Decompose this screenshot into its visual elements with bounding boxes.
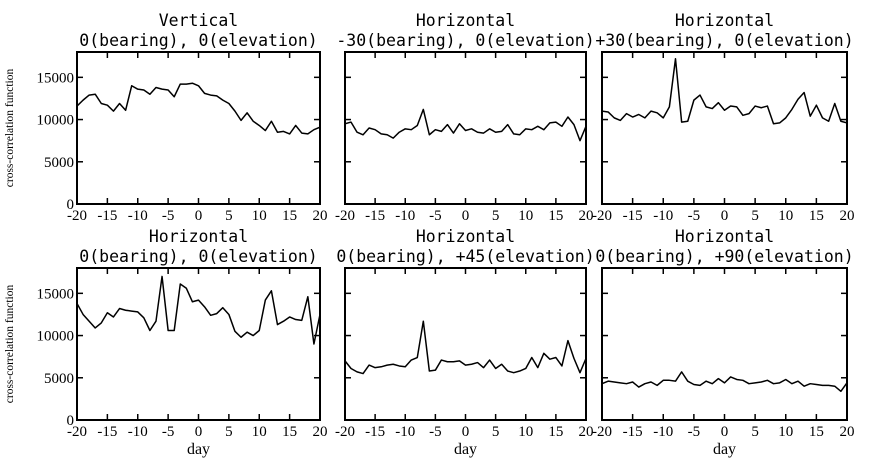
x-tick-label: 10 (778, 208, 793, 224)
y-tick-label: 15000 (37, 286, 75, 302)
y-axis-label: cross-correlation function (4, 285, 16, 404)
x-tick-label: 20 (313, 208, 328, 224)
x-tick-label: 15 (282, 208, 297, 224)
x-tick-label: 15 (282, 424, 297, 440)
y-tick-label: 10000 (37, 329, 75, 345)
chart-title-line: +30(bearing), 0(elevation) (595, 31, 853, 50)
y-tick-label: 10000 (37, 113, 75, 129)
data-series-line (345, 320, 586, 375)
x-tick-label: 5 (751, 424, 759, 440)
x-tick-label: 10 (252, 208, 267, 224)
x-tick-label: -15 (97, 208, 117, 224)
x-tick-label: -5 (429, 208, 442, 224)
x-tick-label: -15 (97, 424, 117, 440)
x-tick-label: 0 (462, 424, 470, 440)
chart-title-line: -30(bearing), 0(elevation) (336, 31, 594, 50)
x-axis-label: day (713, 441, 736, 458)
data-series-line (345, 108, 586, 142)
x-tick-label: -5 (688, 424, 701, 440)
x-tick-label: -10 (128, 424, 148, 440)
x-tick-label: 0 (721, 424, 729, 440)
chart-title-line: Horizontal (149, 227, 248, 246)
x-tick-label: -20 (592, 424, 612, 440)
x-tick-label: 20 (840, 424, 855, 440)
plot-frame (601, 51, 848, 205)
x-tick-label: -20 (335, 208, 355, 224)
chart-panel-2: Horizontal-30(bearing), 0(elevation)-20-… (335, 11, 595, 224)
data-series-line (602, 371, 847, 393)
x-tick-label: 5 (492, 208, 500, 224)
chart-title-line: 0(bearing), 0(elevation) (79, 247, 317, 266)
y-axis-label: cross-correlation function (4, 69, 16, 188)
x-tick-label: 0 (195, 424, 203, 440)
x-tick-label: -15 (623, 208, 643, 224)
x-tick-label: -10 (653, 208, 673, 224)
x-tick-label: -20 (67, 208, 87, 224)
chart-title-line: Horizontal (675, 11, 774, 30)
x-tick-label: 0 (462, 208, 470, 224)
data-series-line (602, 58, 847, 125)
x-tick-label: -5 (688, 208, 701, 224)
x-axis-label: day (187, 441, 210, 458)
x-tick-label: 5 (492, 424, 500, 440)
x-tick-label: -10 (128, 208, 148, 224)
x-tick-label: 0 (721, 208, 729, 224)
x-tick-label: 5 (225, 208, 233, 224)
y-tick-label: 0 (67, 413, 75, 429)
x-tick-label: -10 (395, 208, 415, 224)
x-tick-label: 5 (751, 208, 759, 224)
y-tick-label: 5000 (44, 371, 74, 387)
x-tick-label: -15 (365, 208, 385, 224)
x-tick-label: 20 (579, 424, 594, 440)
x-tick-label: 15 (548, 424, 563, 440)
x-tick-label: 10 (518, 424, 533, 440)
x-tick-label: 20 (579, 208, 594, 224)
x-tick-label: -5 (162, 208, 175, 224)
x-tick-label: -10 (395, 424, 415, 440)
x-axis-label: day (454, 441, 477, 458)
plot-frame (76, 51, 321, 205)
x-tick-label: 20 (313, 424, 328, 440)
plot-frame (344, 51, 587, 205)
y-tick-label: 0 (67, 197, 75, 213)
x-tick-label: 15 (548, 208, 563, 224)
chart-title-line: 0(bearing), 0(elevation) (79, 31, 317, 50)
x-tick-label: 15 (809, 424, 824, 440)
x-tick-label: -10 (653, 424, 673, 440)
chart-title-line: Horizontal (416, 11, 515, 30)
chart-panel-3: Horizontal+30(bearing), 0(elevation)-20-… (592, 11, 855, 224)
x-tick-label: -20 (335, 424, 355, 440)
x-tick-label: -5 (429, 424, 442, 440)
x-tick-label: -15 (365, 424, 385, 440)
x-tick-label: 10 (778, 424, 793, 440)
plot-frame (76, 267, 321, 421)
x-tick-label: -15 (623, 424, 643, 440)
x-tick-label: -20 (67, 424, 87, 440)
x-tick-label: 5 (225, 424, 233, 440)
y-tick-label: 15000 (37, 70, 75, 86)
plot-frame (601, 267, 848, 421)
data-series-line (77, 82, 320, 135)
x-tick-label: 0 (195, 208, 203, 224)
plot-frame (344, 267, 587, 421)
y-tick-label: 5000 (44, 155, 74, 171)
chart-title-line: 0(bearing), +90(elevation) (595, 247, 853, 266)
chart-title-line: Vertical (159, 11, 238, 30)
x-tick-label: 10 (518, 208, 533, 224)
chart-title-line: Horizontal (675, 227, 774, 246)
data-series-line (77, 275, 320, 345)
chart-title-line: 0(bearing), +45(elevation) (336, 247, 594, 266)
x-tick-label: -20 (592, 208, 612, 224)
x-tick-label: 10 (252, 424, 267, 440)
chart-title-line: Horizontal (416, 227, 515, 246)
x-tick-label: 15 (809, 208, 824, 224)
x-tick-label: -5 (162, 424, 175, 440)
x-tick-label: 20 (840, 208, 855, 224)
